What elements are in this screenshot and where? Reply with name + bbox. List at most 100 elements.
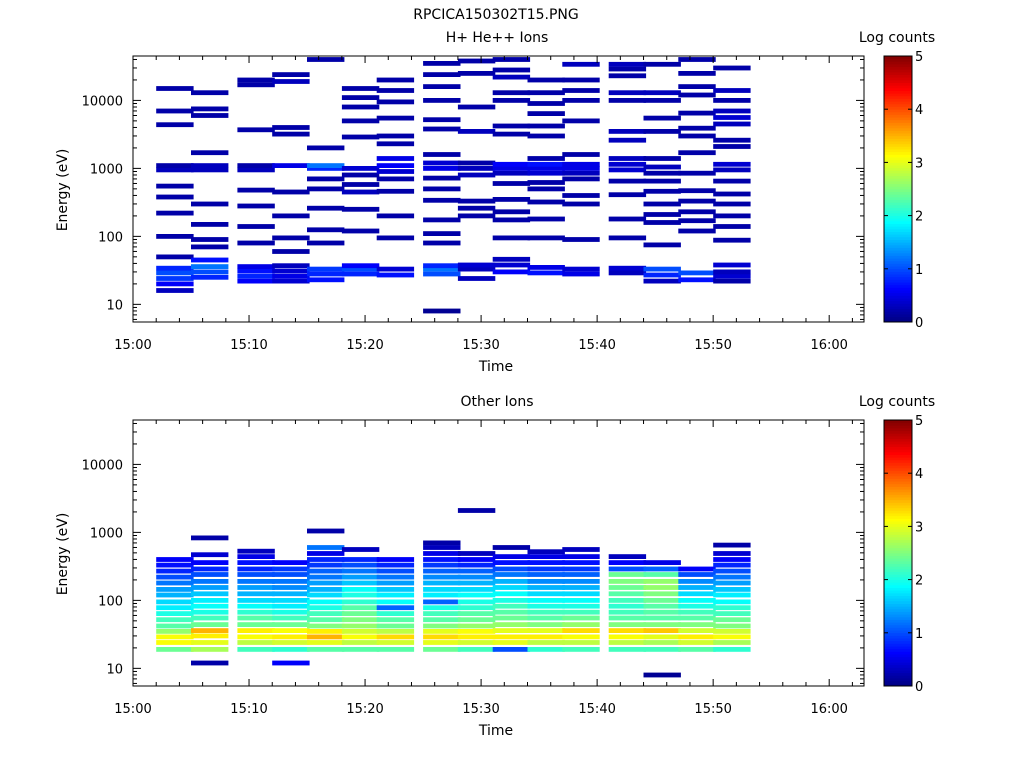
x-tick-label: 16:00 — [810, 702, 847, 717]
colorbar-swatch — [884, 122, 912, 126]
heatmap-cell — [713, 605, 751, 611]
heatmap-cell — [457, 198, 496, 204]
colorbar-swatch — [884, 590, 912, 594]
heatmap-cell — [272, 660, 310, 666]
heatmap-cell — [492, 585, 531, 590]
colorbar-swatch — [884, 215, 912, 219]
x-tick-label: 15:10 — [230, 338, 267, 353]
colorbar-swatch — [884, 521, 912, 525]
colorbar-swatch — [884, 545, 912, 549]
heatmap-cell — [423, 166, 461, 171]
colorbar-swatch — [884, 189, 912, 193]
heatmap-cell — [678, 133, 716, 139]
heatmap-cell — [713, 178, 751, 184]
heatmap-cell — [527, 566, 565, 572]
colorbar-swatch — [884, 146, 912, 150]
colorbar-swatch — [884, 226, 912, 230]
heatmap-cell — [527, 270, 565, 276]
x-tick-label: 15:00 — [114, 338, 151, 353]
heatmap-cell — [156, 629, 194, 634]
heatmap-cell — [341, 634, 380, 640]
heatmap-cell — [608, 628, 647, 633]
heatmap-cell — [156, 592, 194, 598]
heatmap-cell — [307, 611, 345, 616]
colorbar-swatch — [884, 491, 912, 495]
heatmap-cell — [608, 647, 647, 652]
heatmap-cell — [423, 266, 461, 272]
heatmap-cell — [492, 560, 531, 565]
heatmap-cell — [272, 131, 310, 137]
heatmap-cell — [307, 57, 345, 62]
heatmap-cell — [341, 206, 380, 212]
heatmap-cell — [156, 599, 194, 605]
heatmap-cell — [608, 554, 647, 559]
heatmap-cell — [713, 647, 751, 652]
heatmap-cell — [678, 598, 716, 603]
heatmap-cell — [156, 580, 194, 586]
heatmap-cell — [272, 615, 310, 621]
heatmap-cell — [423, 308, 461, 314]
heatmap-cell — [527, 216, 565, 222]
colorbar-swatch — [884, 486, 912, 490]
colorbar-swatch — [884, 87, 912, 91]
heatmap-cell — [643, 640, 681, 645]
colorbar-swatch — [884, 109, 912, 113]
heatmap-cell — [713, 580, 751, 586]
heatmap-cell — [341, 104, 380, 110]
colorbar-swatch — [884, 555, 912, 559]
heatmap-cell — [678, 198, 716, 204]
heatmap-cell — [562, 628, 600, 633]
plot-axes: 15:00 15:10 15:20 15:30 15:40 15:50 16:00 10 100… — [82, 419, 865, 717]
heatmap-cell — [341, 86, 380, 91]
heatmap-cell — [376, 88, 415, 93]
colorbar-swatch — [884, 74, 912, 78]
colorbar-swatch — [884, 194, 912, 198]
heatmap-cell — [341, 271, 380, 277]
heatmap-cell — [307, 545, 345, 550]
colorbar-swatch — [884, 106, 912, 110]
colorbar-swatch — [884, 95, 912, 99]
heatmap-cell — [156, 617, 194, 623]
heatmap-cell — [237, 273, 275, 279]
heatmap-cell — [341, 166, 380, 171]
heatmap-cell — [608, 579, 647, 584]
heatmap-cell — [527, 634, 565, 640]
heatmap-cell — [191, 257, 229, 263]
heatmap-cell — [307, 574, 345, 580]
colorbar-swatch — [884, 630, 912, 634]
heatmap-cell — [237, 598, 275, 603]
heatmap-cell — [376, 605, 415, 611]
heatmap-cell — [237, 603, 275, 609]
colorbar-swatch — [884, 430, 912, 434]
colorbar-swatch — [884, 186, 912, 190]
colorbar-swatch — [884, 675, 912, 679]
colorbar-swatch — [884, 236, 912, 240]
heatmap-cell — [643, 579, 681, 584]
heatmap-cell — [643, 278, 681, 284]
heatmap-cell — [527, 133, 565, 139]
heatmap-cell — [492, 554, 531, 559]
heatmap-cell — [562, 640, 600, 645]
x-tick-label: 15:20 — [346, 702, 383, 717]
colorbar-swatch — [884, 276, 912, 280]
colorbar-swatch — [884, 252, 912, 256]
colorbar-swatch — [884, 162, 912, 166]
heatmap-cell — [678, 628, 716, 633]
heatmap-cell — [527, 186, 565, 192]
heatmap-cell — [272, 249, 310, 254]
colorbar-swatch — [884, 425, 912, 429]
heatmap-cell — [713, 115, 751, 120]
heatmap-cell — [457, 205, 496, 211]
heatmap-cell — [307, 277, 345, 283]
colorbar-tick-label: 1 — [915, 263, 923, 278]
colorbar-swatch — [884, 234, 912, 238]
panel-other-ions: Other Ions 15:00 15:10 15:20 15:30 15:40 15:5… — [55, 394, 935, 739]
heatmap-cell — [341, 118, 380, 124]
heatmap-cell — [307, 617, 345, 623]
colorbar-swatch — [884, 598, 912, 602]
heatmap-cell — [341, 587, 380, 592]
heatmap-cell — [191, 560, 229, 565]
heatmap-cell — [643, 609, 681, 615]
heatmap-cell — [643, 212, 681, 217]
colorbar-swatch — [884, 481, 912, 485]
